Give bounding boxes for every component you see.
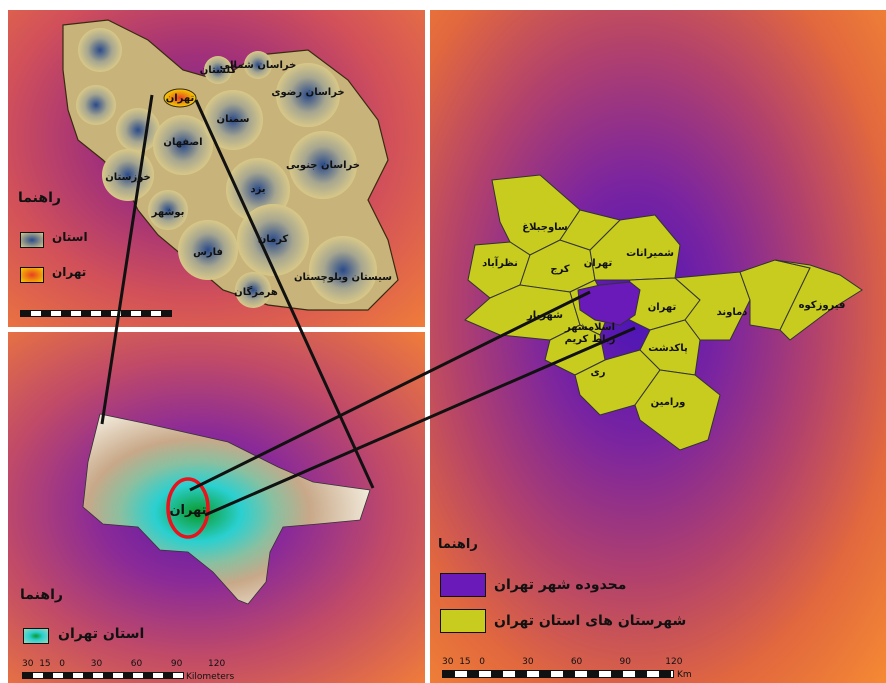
county-shape — [589, 214, 681, 281]
province-label: کرمان — [258, 234, 289, 245]
province-label: سیستان وبلوچستان — [294, 272, 392, 283]
legend-label-tehran: تهران — [52, 265, 87, 279]
county-label: فیروزکوه — [799, 300, 846, 311]
province-circle — [204, 56, 232, 84]
legend-label-tehran-province: استان تهران — [58, 626, 145, 642]
scale-ticks: 30 15 0 30 60 90 120 — [22, 659, 226, 669]
county-label: ساوجبلاغ — [522, 222, 568, 233]
county-label: تهران — [584, 258, 613, 269]
legend-label-city-boundary: محدوده شهر تهران — [494, 577, 627, 593]
province-label: اصفهان — [163, 137, 202, 148]
tehran-province-highlight — [163, 88, 197, 108]
legend-label-province: استان — [52, 230, 88, 244]
tehran-province-shape — [82, 413, 371, 605]
scale-bar — [22, 672, 184, 679]
province-label: خراسان جنوبی — [286, 160, 360, 171]
province-label: بوشهر — [151, 207, 185, 218]
province-label: خراسان شمالی — [220, 60, 297, 71]
province-label: سمنان — [217, 114, 250, 125]
scale-unit: Km — [677, 670, 692, 680]
province-label: خوزستان — [105, 172, 150, 183]
county-label: تهران — [648, 302, 677, 313]
county-label: دماوند — [717, 307, 748, 318]
province-circle — [78, 28, 122, 72]
city-boundary-swatch — [440, 573, 486, 597]
province-circle — [244, 51, 272, 79]
province-swatch — [23, 628, 49, 644]
province-label: یزد — [250, 184, 265, 195]
county-label: شمیرانات — [626, 248, 674, 259]
city-label: تهران — [169, 503, 206, 518]
county-label: پاکدشت — [648, 343, 688, 354]
county-shape — [634, 369, 721, 451]
province-label: فارس — [193, 247, 223, 258]
tehran-swatch — [20, 267, 44, 283]
county-shape — [774, 259, 863, 341]
province-label: هرمزگان — [234, 285, 278, 298]
county-shape — [559, 209, 621, 251]
legend-label-counties: شهرستان های استان تهران — [494, 613, 687, 629]
iran-map: خراسان رضوی خراسان جنوبی سمنان اصفهان یز… — [62, 19, 399, 311]
county-label: رباط کریم — [565, 334, 616, 345]
county-label: نظرآباد — [482, 256, 518, 269]
legend-title: راهنما — [20, 587, 63, 603]
counties-swatch — [440, 609, 486, 633]
tehran-province-panel: تهران راهنما استان تهران 30 15 0 30 60 9… — [8, 332, 425, 683]
county-label: ورامین — [651, 397, 686, 408]
scale-bar — [20, 310, 172, 317]
scale-bar — [442, 670, 674, 678]
province-swatch — [20, 232, 44, 248]
county-label: اسلامشهر — [564, 322, 615, 333]
province-circle — [309, 236, 377, 304]
legend-title: راهنما — [438, 537, 478, 552]
province-circle — [76, 85, 116, 125]
county-label: ری — [591, 367, 606, 378]
tehran-counties-panel: ساوجبلاغ نظرآباد کرج تهران شمیرانات شهری… — [430, 10, 886, 683]
county-label: کرج — [550, 264, 569, 275]
province-label: تهران — [166, 93, 195, 104]
scale-ticks: 30 15 0 30 60 90 120 — [442, 657, 683, 667]
iran-map-panel: خراسان رضوی خراسان جنوبی سمنان اصفهان یز… — [8, 10, 425, 327]
province-circle — [148, 190, 188, 230]
county-label: شهریار — [526, 310, 563, 321]
province-label: خراسان رضوی — [271, 87, 344, 98]
province-label: گلستان — [200, 63, 237, 76]
scale-unit: Kilometers — [186, 672, 235, 682]
legend-title: راهنما — [18, 190, 61, 206]
